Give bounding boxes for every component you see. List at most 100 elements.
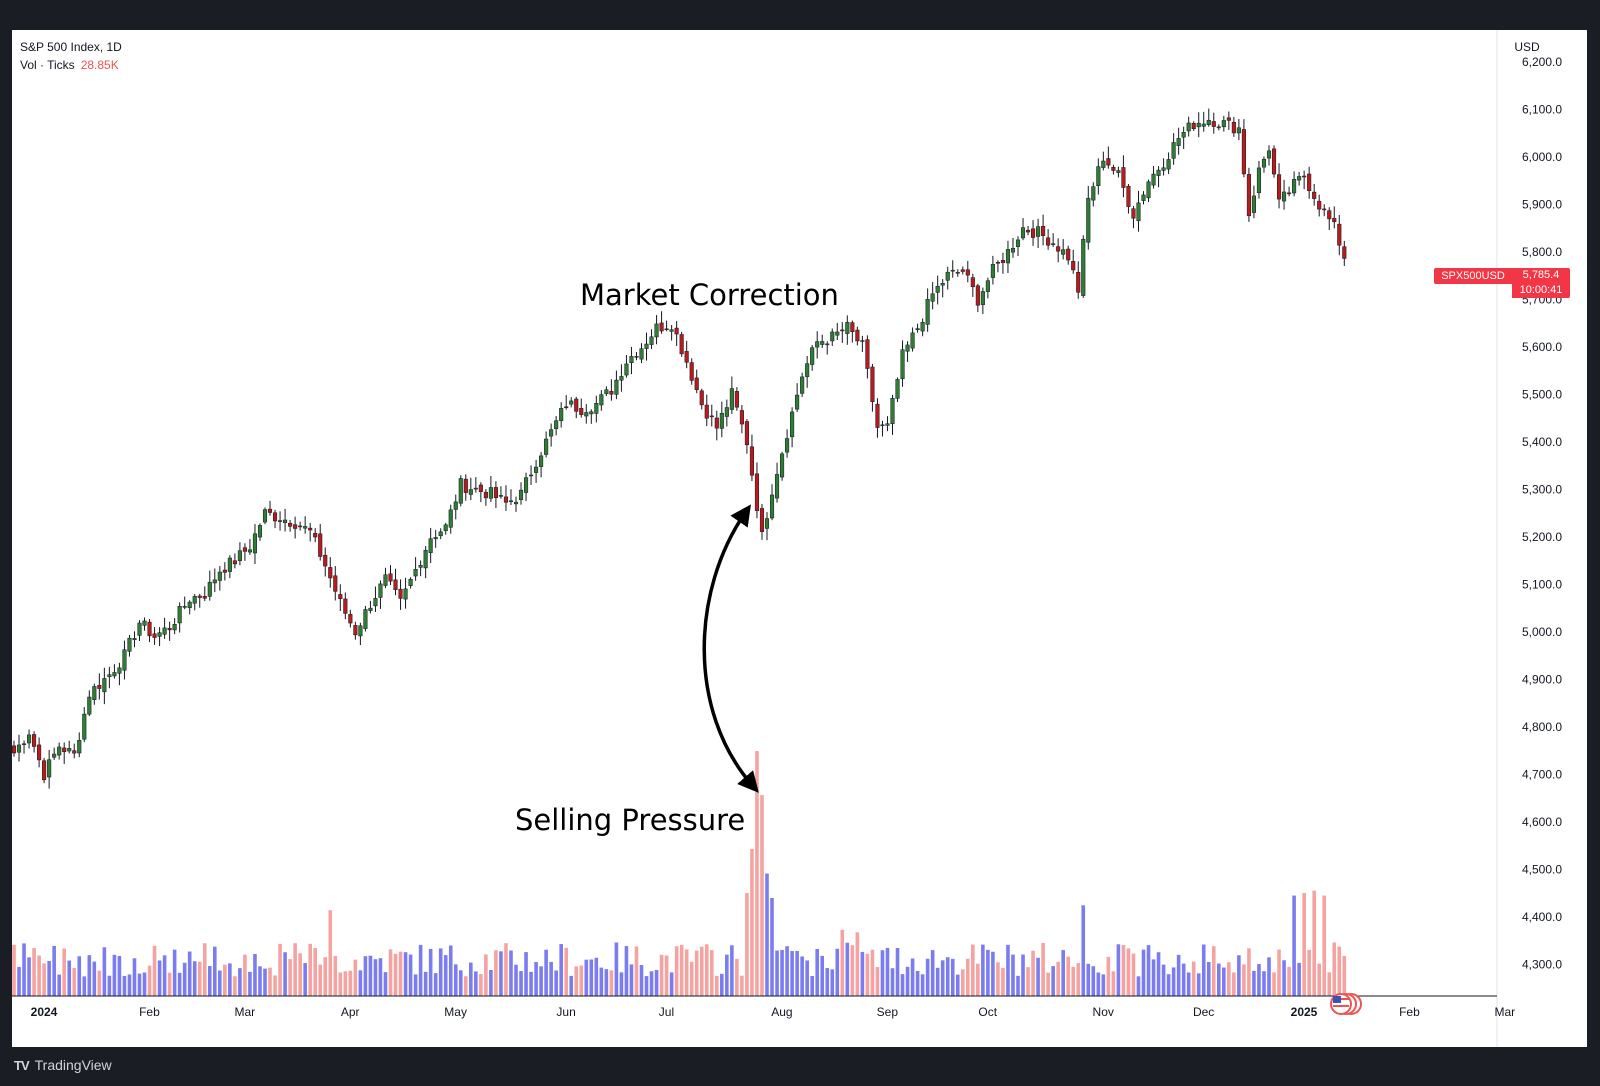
volume-bar: [810, 976, 814, 996]
volume-bar: [57, 974, 61, 996]
volume-bar: [689, 961, 694, 996]
volume-bar: [574, 966, 579, 996]
volume-bar: [187, 951, 192, 996]
volume-bar: [328, 910, 333, 996]
x-tick-label: May: [444, 1005, 467, 1019]
tradingview-brand[interactable]: TV TradingView: [14, 1057, 112, 1073]
candle-body: [840, 329, 845, 332]
x-tick-label: Dec: [1193, 1005, 1214, 1019]
candle-body: [749, 446, 754, 476]
volume-bar: [408, 954, 413, 996]
candle-body: [127, 637, 132, 652]
candle-body: [800, 376, 805, 394]
candle-body: [82, 713, 87, 740]
volume-bar: [1111, 971, 1116, 996]
candle-body: [478, 484, 483, 492]
volume-bar: [950, 958, 955, 996]
volume-legend[interactable]: Vol · Ticks 28.85K: [20, 58, 119, 72]
volume-bar: [1091, 966, 1096, 996]
volume-bar: [694, 950, 699, 996]
symbol-price-tag: SPX500USD: [1434, 268, 1512, 284]
volume-bar: [509, 950, 513, 996]
volume-bar: [976, 963, 980, 996]
candle-body: [313, 533, 318, 538]
volume-bar: [353, 959, 358, 996]
candle-body: [1231, 121, 1236, 134]
volume-bar: [564, 947, 568, 996]
volume-bar: [529, 971, 533, 996]
candle-body: [669, 329, 674, 332]
volume-bar: [895, 947, 900, 996]
volume-bar: [358, 970, 363, 996]
candle-body: [995, 262, 1000, 264]
currency-label[interactable]: USD: [1514, 40, 1540, 54]
candle-body: [217, 571, 222, 581]
volume-bar: [464, 976, 468, 996]
symbol-legend[interactable]: S&P 500 Index, 1D: [20, 40, 122, 54]
candle-body: [810, 347, 815, 365]
volume-bar: [278, 943, 282, 996]
candle-body: [298, 525, 303, 528]
candle-body: [945, 271, 950, 281]
volume-bar: [1101, 974, 1106, 996]
volume-bar: [915, 970, 920, 996]
volume-value: 28.85K: [80, 58, 119, 72]
candle-body: [1282, 191, 1287, 202]
volume-bar: [604, 969, 609, 996]
volume-bar: [539, 966, 543, 996]
volume-bar: [1302, 893, 1306, 996]
volume-bar: [1086, 963, 1091, 996]
candle-body: [754, 473, 760, 511]
candle-body: [579, 408, 584, 415]
candle-body: [1236, 127, 1241, 134]
chart-panel[interactable]: 6,200.0 6,100.0 6,000.0 5,900.0 5,800.0 5,700…: [12, 30, 1587, 1047]
candle-body: [167, 628, 172, 631]
candle-body: [177, 606, 182, 624]
candle-body: [348, 614, 353, 624]
candle-body: [197, 595, 202, 598]
volume-bar: [137, 973, 142, 996]
candle-body: [990, 263, 995, 278]
candle-body: [980, 291, 985, 305]
volume-bar: [755, 751, 759, 996]
y-tick-label: 6,000.0: [1522, 150, 1562, 164]
volume-bar: [1056, 961, 1060, 996]
volume-label: Vol · Ticks: [20, 58, 75, 72]
candle-body: [498, 495, 503, 497]
volume-bar: [880, 950, 885, 996]
candle-body: [283, 519, 288, 523]
candle-body: [769, 494, 775, 519]
flag-icon[interactable]: [1330, 992, 1362, 1016]
candle-body: [1297, 176, 1302, 181]
candle-body: [87, 696, 92, 715]
candle-body: [975, 285, 980, 306]
volume-bar: [870, 949, 875, 996]
volume-bar: [293, 943, 297, 996]
candle-body: [523, 477, 529, 493]
candle-body: [629, 356, 634, 363]
volume-bar: [298, 953, 302, 996]
volume-bar: [308, 943, 312, 996]
candle-body: [940, 283, 945, 286]
volume-bar: [704, 944, 709, 996]
candle-body: [1266, 150, 1272, 159]
volume-bar: [750, 849, 754, 996]
volume-bar: [368, 955, 373, 996]
volume-bar: [569, 975, 574, 996]
volume-bar: [1146, 945, 1151, 996]
candle-body: [1126, 185, 1131, 207]
volume-bar: [1066, 956, 1070, 996]
candle-body: [388, 573, 393, 582]
x-tick-label: Feb: [1399, 1005, 1420, 1019]
price-chart[interactable]: 6,200.06,100.06,000.05,900.05,800.05,700…: [12, 30, 1587, 1047]
candle-body: [1166, 159, 1171, 170]
volume-bar: [157, 960, 162, 996]
y-tick-label: 5,000.0: [1522, 625, 1562, 639]
volume-bar: [207, 966, 212, 996]
volume-bar: [715, 975, 719, 996]
volume-bar: [1247, 948, 1251, 996]
candle-body: [644, 343, 649, 349]
candle-body: [458, 478, 463, 504]
candle-body: [423, 549, 428, 569]
volume-bar: [1126, 948, 1131, 996]
